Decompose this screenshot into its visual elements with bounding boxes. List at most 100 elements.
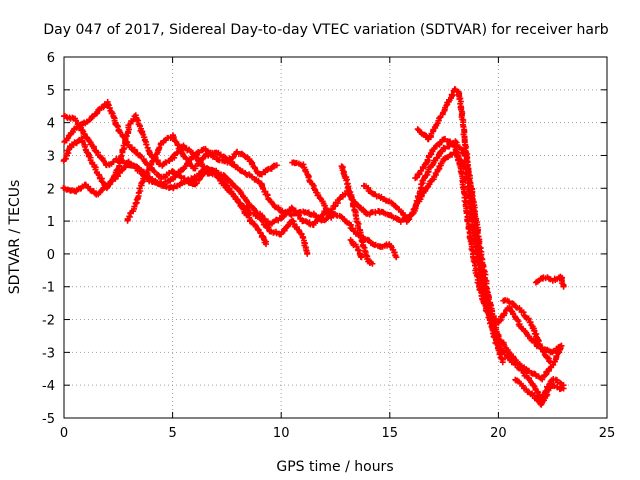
y-tick-label: -4 <box>42 379 55 394</box>
series-track-4 <box>60 112 269 248</box>
data-point-markers <box>528 370 544 382</box>
series-track-6 <box>289 159 335 221</box>
data-point-markers <box>170 180 186 192</box>
data-point-markers <box>278 218 295 238</box>
data-point-markers <box>516 362 532 375</box>
data-point-markers <box>93 148 110 169</box>
data-point-marker <box>499 359 506 366</box>
data-point-markers <box>267 198 284 214</box>
data-point-markers <box>434 104 449 127</box>
data-point-marker <box>358 254 365 261</box>
data-point-markers <box>190 169 207 188</box>
series-track-10 <box>412 135 565 356</box>
data-point-marker <box>369 260 376 267</box>
data-point-markers <box>310 185 327 207</box>
data-point-markers <box>104 98 121 130</box>
data-point-marker <box>262 241 269 248</box>
data-point-marker <box>547 359 554 366</box>
data-point-markers <box>321 202 334 219</box>
data-point-markers <box>456 90 470 150</box>
chart-title: Day 047 of 2017, Sidereal Day-to-day VTE… <box>43 22 608 38</box>
data-point-markers <box>538 384 554 408</box>
data-point-markers <box>482 290 498 338</box>
data-point-markers <box>476 251 489 296</box>
data-point-markers <box>132 112 146 135</box>
gridlines <box>64 57 607 418</box>
data-point-marker <box>558 342 565 349</box>
data-point-markers <box>343 218 359 237</box>
data-point-markers <box>124 203 138 224</box>
data-point-markers <box>139 164 153 186</box>
data-point-markers <box>430 156 447 183</box>
data-point-markers <box>418 176 436 199</box>
data-point-marker <box>273 162 280 169</box>
data-point-markers <box>223 155 240 171</box>
series-track-14 <box>532 273 567 290</box>
series-track-7 <box>338 163 376 267</box>
data-point-markers <box>180 142 197 159</box>
data-point-markers <box>256 214 273 234</box>
series-track-3 <box>61 98 311 257</box>
x-tick-label: 20 <box>490 426 507 441</box>
data-point-markers <box>548 382 561 391</box>
data-point-markers <box>82 133 99 154</box>
data-point-markers <box>299 233 311 256</box>
data-point-markers <box>495 332 512 356</box>
data-point-markers <box>371 191 392 205</box>
plot-frame <box>63 56 608 419</box>
x-tick-label: 5 <box>168 426 176 441</box>
data-point-markers <box>132 180 145 207</box>
data-point-markers <box>500 297 513 306</box>
data-points <box>60 86 567 408</box>
x-tick-label: 0 <box>60 426 68 441</box>
y-axis-label: SDTVAR / TECUs <box>7 180 23 295</box>
data-point-markers <box>170 132 186 158</box>
data-point-markers <box>338 163 354 197</box>
data-point-markers <box>549 343 563 356</box>
data-point-markers <box>386 241 399 259</box>
data-point-markers <box>234 198 251 219</box>
y-tick-label: 3 <box>47 149 55 164</box>
data-point-markers <box>180 153 197 172</box>
data-point-markers <box>67 136 83 150</box>
y-tick-label: -2 <box>42 314 55 329</box>
data-point-markers <box>289 217 306 241</box>
data-point-markers <box>78 135 92 160</box>
data-point-markers <box>466 234 483 290</box>
data-point-markers <box>246 171 262 184</box>
data-point-markers <box>527 319 544 352</box>
series-track-13 <box>512 376 567 408</box>
data-point-markers <box>87 154 102 178</box>
data-point-markers <box>234 148 251 161</box>
y-tick-label: 4 <box>47 117 55 132</box>
data-point-marker <box>560 283 567 290</box>
data-point-markers <box>539 364 555 383</box>
series-track-5 <box>124 132 567 402</box>
data-point-markers <box>213 169 229 188</box>
data-point-markers <box>300 208 315 218</box>
data-point-markers <box>412 180 426 212</box>
x-tick-label: 10 <box>273 426 290 441</box>
y-tick-label: 5 <box>47 84 55 99</box>
data-point-markers <box>386 198 403 213</box>
data-point-markers <box>82 110 99 127</box>
data-point-marker <box>393 254 400 261</box>
data-point-marker <box>304 250 311 257</box>
data-point-markers <box>412 160 429 182</box>
data-point-markers <box>256 179 273 203</box>
y-tick-label: 1 <box>47 215 55 230</box>
data-point-markers <box>125 142 142 159</box>
y-tick-label: -1 <box>42 281 55 296</box>
data-point-markers <box>462 145 476 206</box>
x-axis-label: GPS time / hours <box>276 459 393 475</box>
data-point-markers <box>256 165 272 178</box>
data-point-markers <box>138 129 153 158</box>
data-point-markers <box>490 333 506 363</box>
data-point-markers <box>213 149 229 161</box>
data-point-markers <box>540 274 554 283</box>
data-point-markers <box>224 175 240 192</box>
series-track-2 <box>60 158 400 261</box>
data-point-markers <box>423 147 436 166</box>
x-tick-label: 25 <box>599 426 616 441</box>
data-point-markers <box>353 201 370 217</box>
